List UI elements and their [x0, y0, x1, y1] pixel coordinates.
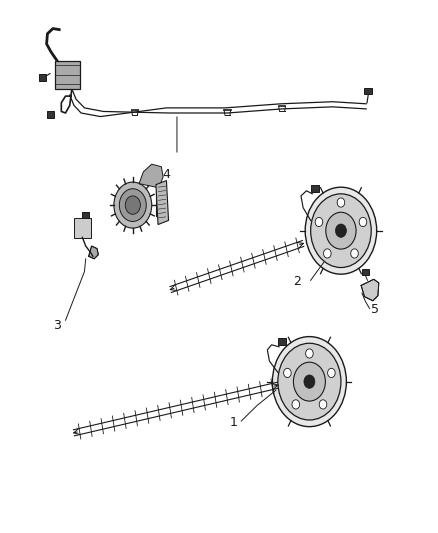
- Circle shape: [336, 224, 346, 237]
- FancyBboxPatch shape: [82, 212, 89, 218]
- Circle shape: [326, 212, 356, 249]
- Polygon shape: [361, 279, 379, 301]
- Circle shape: [305, 187, 377, 274]
- Polygon shape: [88, 246, 98, 259]
- Circle shape: [328, 368, 335, 377]
- Text: 2: 2: [293, 276, 301, 288]
- FancyBboxPatch shape: [47, 111, 54, 118]
- Circle shape: [337, 198, 345, 207]
- Circle shape: [272, 337, 346, 426]
- Circle shape: [284, 368, 291, 377]
- Circle shape: [114, 182, 152, 228]
- Circle shape: [359, 217, 367, 227]
- FancyBboxPatch shape: [39, 74, 46, 81]
- Text: 3: 3: [53, 319, 61, 332]
- Text: 5: 5: [371, 303, 378, 317]
- Circle shape: [293, 362, 325, 401]
- Circle shape: [324, 249, 331, 258]
- Circle shape: [278, 343, 341, 420]
- Circle shape: [319, 400, 327, 409]
- Circle shape: [311, 194, 371, 268]
- Circle shape: [315, 217, 323, 227]
- Text: 1: 1: [230, 416, 238, 429]
- Text: 4: 4: [162, 168, 170, 181]
- FancyBboxPatch shape: [361, 269, 369, 276]
- FancyBboxPatch shape: [74, 218, 91, 238]
- Polygon shape: [139, 164, 163, 187]
- Circle shape: [125, 196, 140, 214]
- FancyBboxPatch shape: [311, 185, 319, 192]
- Polygon shape: [156, 181, 169, 224]
- Circle shape: [351, 249, 358, 258]
- Circle shape: [306, 349, 313, 358]
- FancyBboxPatch shape: [364, 87, 372, 94]
- Circle shape: [119, 189, 146, 222]
- Circle shape: [304, 375, 315, 388]
- FancyBboxPatch shape: [55, 61, 80, 89]
- FancyBboxPatch shape: [278, 338, 286, 345]
- Circle shape: [292, 400, 300, 409]
